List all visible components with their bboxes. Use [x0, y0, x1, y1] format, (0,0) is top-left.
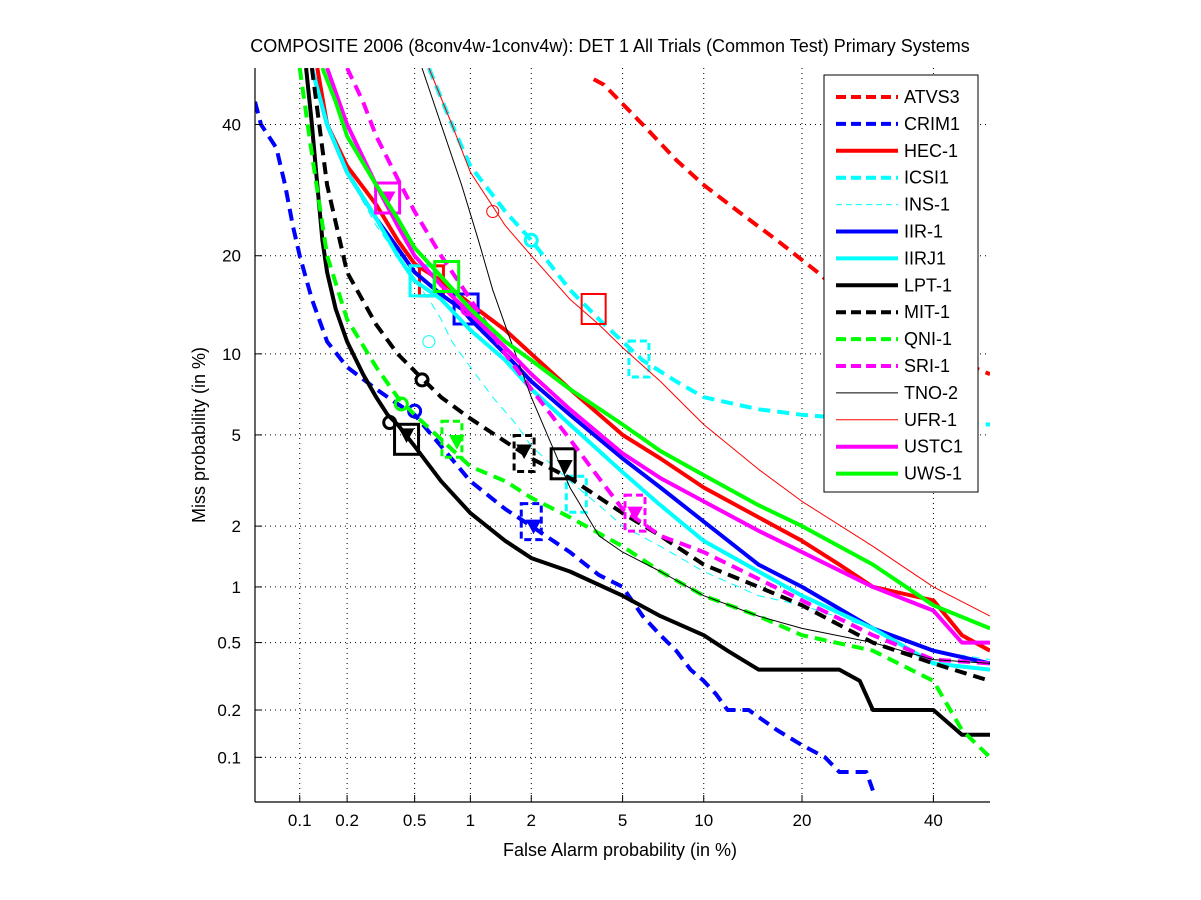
- y-tick-label: 0.2: [217, 701, 241, 720]
- legend-label-icsi1: ICSI1: [904, 168, 949, 188]
- y-tick-label: 20: [222, 247, 241, 266]
- series-ufr-1: [428, 68, 990, 617]
- x-tick-label: 0.1: [288, 811, 312, 830]
- marker-triangle-lpt-1: [398, 428, 415, 443]
- marker-circle-lpt-1: [382, 415, 398, 431]
- legend-label-lpt-1: LPT-1: [904, 275, 952, 295]
- series-qni-1: [297, 68, 990, 759]
- series-line-ufr-1: [428, 68, 990, 617]
- marker-triangle-mit-1: [516, 444, 532, 460]
- y-tick-label: 1: [232, 578, 241, 597]
- y-tick-label: 0.5: [217, 634, 241, 653]
- legend-label-atvs3: ATVS3: [904, 87, 960, 107]
- series-line-crim1: [255, 101, 875, 792]
- legend-label-tno-2: TNO-2: [904, 383, 958, 403]
- y-tick-label: 0.1: [217, 748, 241, 767]
- series-tno-2: [421, 68, 990, 664]
- series-ins-1: [311, 68, 990, 661]
- series-line-uws-1: [320, 68, 990, 631]
- legend-label-crim1: CRIM1: [904, 114, 960, 134]
- marker-circle-icsi1: [523, 232, 539, 248]
- legend-label-mit-1: MIT-1: [904, 302, 950, 322]
- marker-dashed-box-icsi1: [627, 339, 651, 379]
- series-sri-1: [345, 68, 990, 666]
- marker-triangle-qni-1: [449, 435, 465, 450]
- series-line-lpt-1: [304, 68, 990, 737]
- legend-label-iirj1: IIRJ1: [904, 248, 946, 268]
- chart-title: COMPOSITE 2006 (8conv4w-1conv4w): DET 1 …: [250, 36, 970, 56]
- x-tick-label: 20: [793, 811, 812, 830]
- y-axis-label: Miss probability (in %): [189, 347, 209, 523]
- series-line-mit-1: [309, 68, 990, 683]
- legend-label-ufr-1: UFR-1: [904, 410, 957, 430]
- legend-label-sri-1: SRI-1: [904, 356, 950, 376]
- y-tick-label: 10: [222, 345, 241, 364]
- marker-circle-ufr-1: [486, 205, 500, 219]
- marker-dashed-box-mit-1: [512, 433, 536, 473]
- series-uws-1: [320, 68, 990, 631]
- x-tick-label: 1: [466, 811, 475, 830]
- marker-box-uws-1: [433, 259, 461, 293]
- series-line-tno-2: [421, 68, 990, 664]
- series-line-qni-1: [297, 68, 990, 759]
- legend: ATVS3 CRIM1 HEC-1 ICSI1 INS-1 IIR-1 IIRJ1 LPT-1…: [823, 74, 979, 493]
- y-tick-label: 40: [222, 116, 241, 135]
- series-line-sri-1: [345, 68, 990, 666]
- marker-box-ufr-1: [580, 292, 607, 325]
- legend-label-iir-1: IIR-1: [904, 222, 943, 242]
- y-tick-label: 5: [232, 426, 241, 445]
- marker-triangle-tno-2: [557, 460, 573, 475]
- marker-triangle-sri-1: [627, 506, 643, 522]
- marker-circle-ins-1: [422, 335, 436, 349]
- x-ticks: 0.1 0.2 0.5 1 2 5 10 20 40: [288, 795, 943, 830]
- y-ticks: 0.1 0.2 0.5 1 2 5 10 20 40: [217, 116, 262, 767]
- marker-dashed-box-iirj1: [564, 474, 588, 514]
- x-tick-label: 10: [694, 811, 713, 830]
- marker-circle-qni-1: [393, 396, 409, 412]
- legend-label-qni-1: QNI-1: [904, 329, 952, 349]
- marker-dashed-box-qni-1: [440, 419, 464, 459]
- marker-box-mit-1: [549, 447, 577, 481]
- series-crim1: [255, 101, 875, 792]
- x-tick-label: 0.2: [335, 811, 359, 830]
- x-tick-label: 40: [924, 811, 943, 830]
- marker-box-lpt-1: [393, 422, 421, 456]
- legend-label-ins-1: INS-1: [904, 195, 950, 215]
- legend-label-hec-1: HEC-1: [904, 141, 958, 161]
- series-mit-1: [309, 68, 990, 683]
- plot-area: [255, 68, 990, 792]
- marker-circle-ustc1: [460, 301, 476, 317]
- series-line-ustc1: [325, 68, 990, 645]
- marker-dashed-box-crim1: [519, 502, 543, 542]
- series-lpt-1: [304, 68, 990, 737]
- marker-dashed-box-sri-1: [623, 493, 647, 533]
- marker-circle-mit-1: [414, 372, 430, 388]
- y-tick-label: 2: [232, 517, 241, 536]
- legend-label-uws-1: UWS-1: [904, 464, 962, 484]
- marker-box-ustc1: [374, 181, 402, 215]
- x-tick-label: 2: [527, 811, 536, 830]
- x-tick-label: 0.5: [403, 811, 427, 830]
- x-tick-label: 5: [618, 811, 627, 830]
- series-line-ins-1: [311, 68, 990, 661]
- x-axis-label: False Alarm probability (in %): [503, 840, 737, 860]
- legend-label-ustc1: USTC1: [904, 437, 963, 457]
- marker-triangle-crim1: [525, 519, 542, 535]
